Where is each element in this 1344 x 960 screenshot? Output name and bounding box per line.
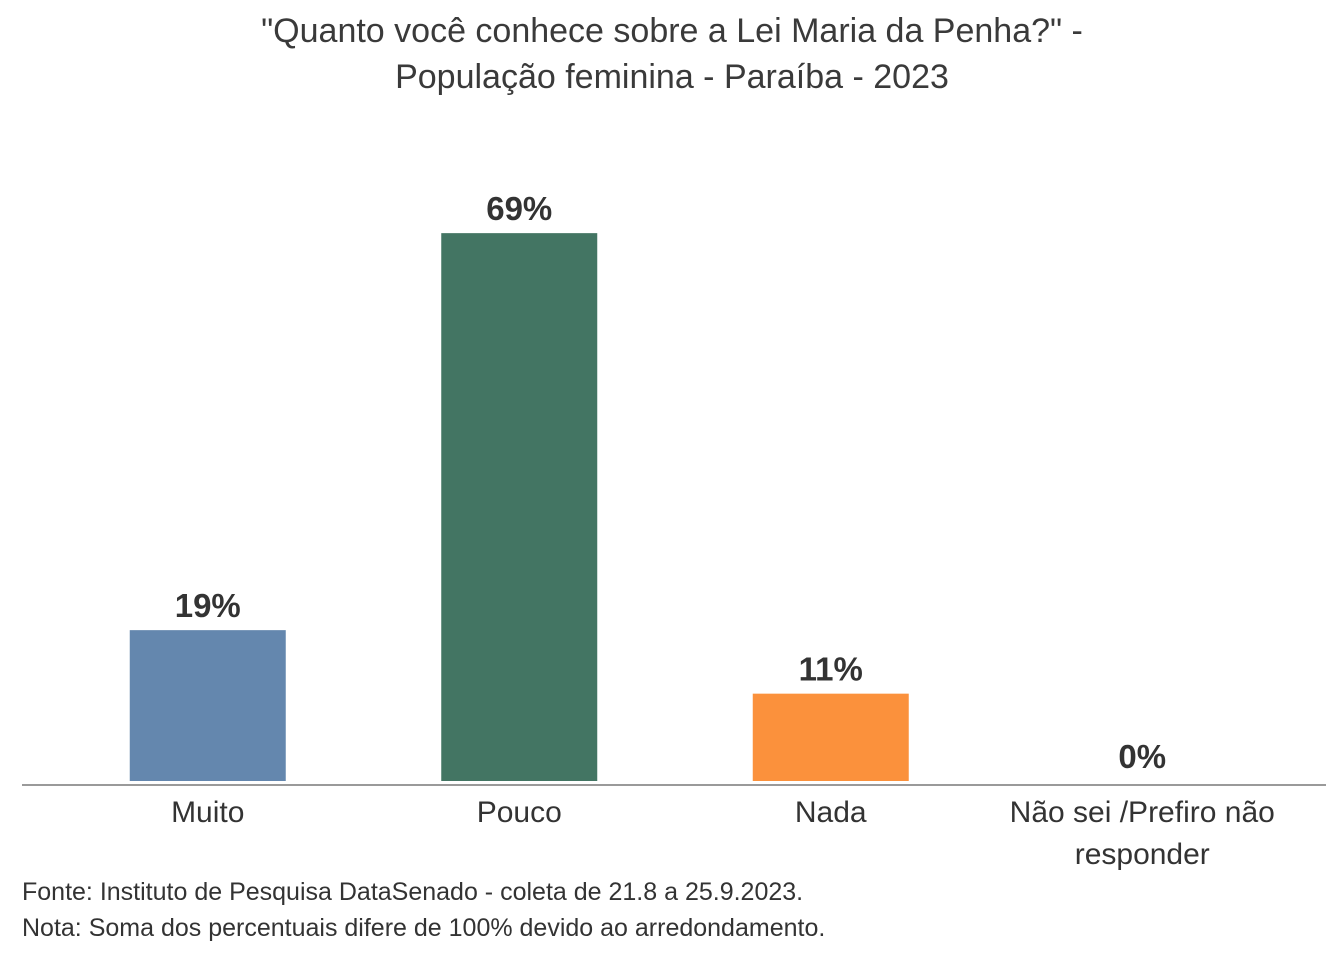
data-label-nada: 11% — [799, 651, 863, 688]
data-label-muito: 19% — [175, 587, 241, 624]
bar-pouco — [441, 233, 598, 781]
bars-layer: 19% Muito 69% Pouco 11% Nada 0% Não sei /Prefir… — [129, 190, 1275, 871]
source-note: Fonte: Instituto de Pesquisa DataSenado … — [22, 878, 804, 906]
chart-title-line-1: "Quanto você conhece sobre a Lei Maria d… — [261, 12, 1083, 50]
x-tick-label-line: Nada — [795, 796, 867, 829]
x-tick-label-line: Não sei /Prefiro não — [1010, 796, 1275, 829]
x-tick-label-muito: Muito — [171, 796, 244, 829]
chart-footer: Fonte: Instituto de Pesquisa DataSenado … — [22, 874, 825, 946]
x-tick-label-line: Muito — [171, 796, 244, 829]
bar-nada — [752, 693, 909, 781]
data-label-nao-sei-prefiro-nao-responder: 0% — [1118, 738, 1166, 775]
x-tick-label-line: responder — [1075, 838, 1210, 871]
x-tick-label-pouco: Pouco — [477, 796, 562, 829]
x-tick-label-nao-sei-prefiro-nao-responder: Não sei /Prefiro não responder — [1010, 796, 1275, 871]
data-label-pouco: 69% — [486, 190, 552, 227]
x-tick-label-nada: Nada — [795, 796, 867, 829]
bar-muito — [129, 630, 286, 781]
chart-title-line-2: População feminina - Paraíba - 2023 — [395, 58, 949, 96]
x-tick-label-line: Pouco — [477, 796, 562, 829]
chart-title: "Quanto você conhece sobre a Lei Maria d… — [0, 8, 1344, 100]
rounding-note: Nota: Soma dos percentuais difere de 100… — [22, 914, 826, 942]
